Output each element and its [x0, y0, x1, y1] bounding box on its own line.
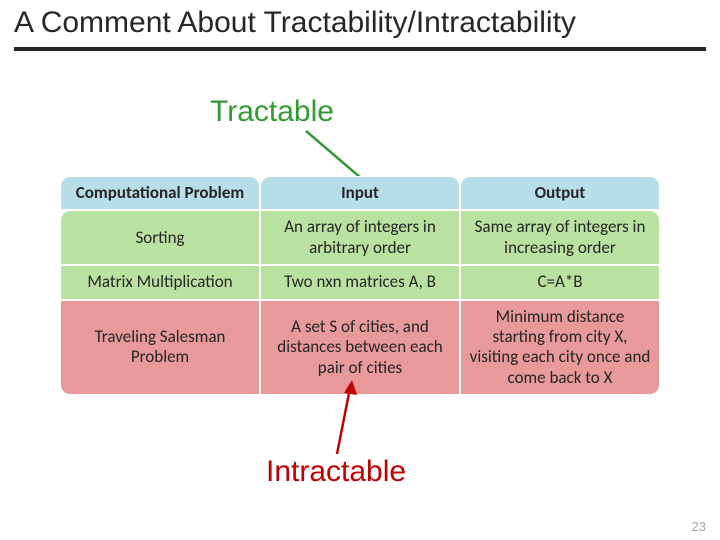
- slide: { "title": "A Comment About Tractability…: [0, 0, 720, 540]
- intractable-label: Intractable: [266, 455, 406, 489]
- page-number: 23: [692, 519, 706, 534]
